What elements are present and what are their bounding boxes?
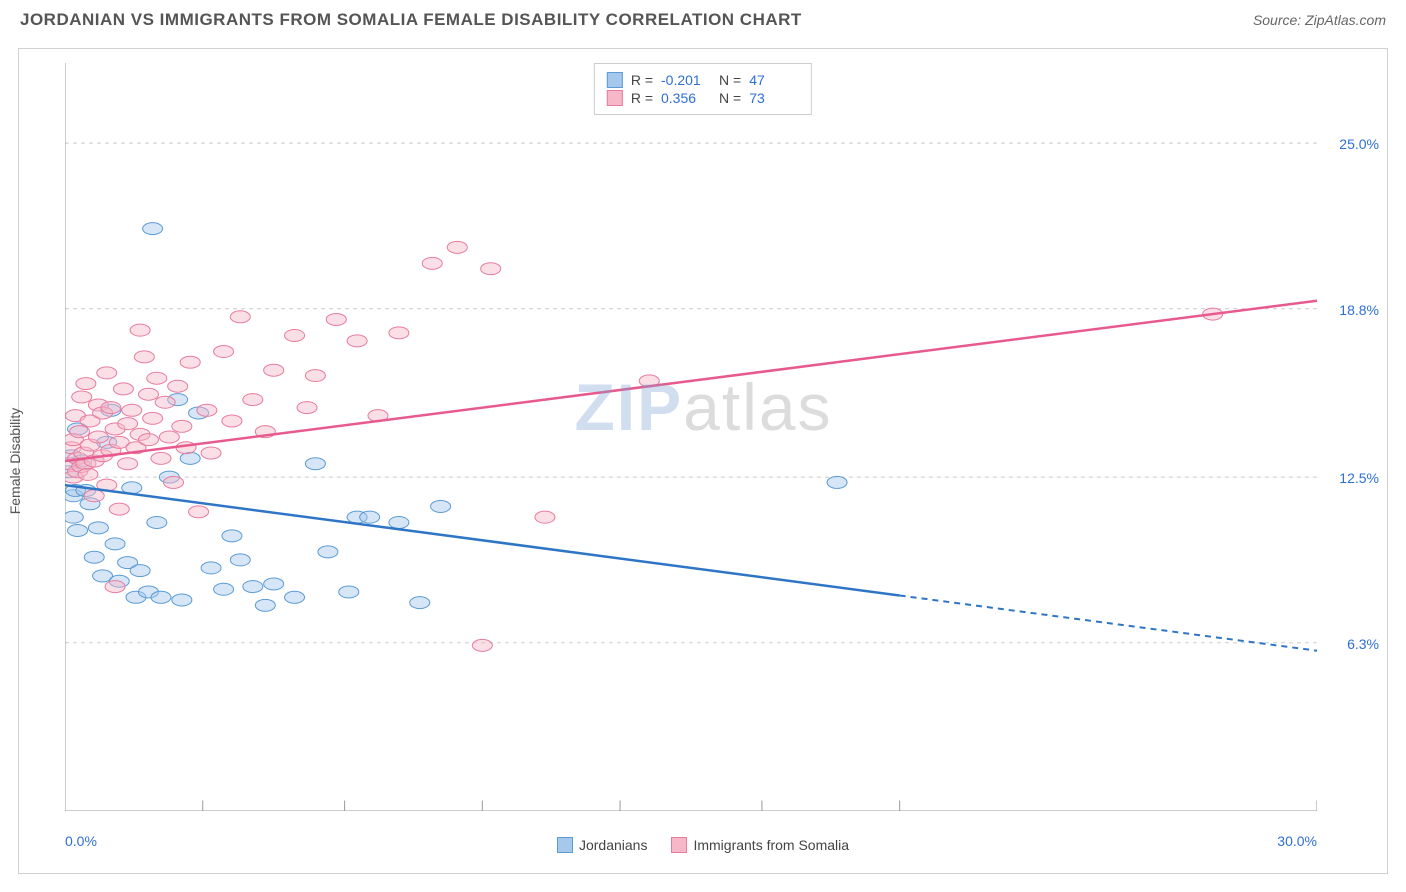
swatch-jordanians [607, 72, 623, 88]
n-value-jordanians: 47 [749, 72, 799, 88]
chart-source: Source: ZipAtlas.com [1253, 12, 1386, 28]
swatch-jordanians [557, 837, 573, 853]
chart-title: JORDANIAN VS IMMIGRANTS FROM SOMALIA FEM… [20, 10, 802, 30]
swatch-somalia [607, 90, 623, 106]
chart-container: Female Disability R = -0.201 N = 47 R = … [18, 48, 1388, 874]
y-tick-label: 18.8% [1339, 302, 1379, 318]
scatter-svg [65, 63, 1317, 811]
plot-area: ZIPatlas [65, 63, 1317, 811]
legend-label-somalia: Immigrants from Somalia [693, 837, 849, 853]
legend-item-jordanians: Jordanians [557, 837, 648, 853]
swatch-somalia [671, 837, 687, 853]
n-value-somalia: 73 [749, 90, 799, 106]
y-tick-label: 12.5% [1339, 470, 1379, 486]
y-axis-label: Female Disability [7, 408, 23, 515]
legend-row-somalia: R = 0.356 N = 73 [607, 90, 799, 106]
legend-row-jordanians: R = -0.201 N = 47 [607, 72, 799, 88]
r-value-somalia: 0.356 [661, 90, 711, 106]
r-value-jordanians: -0.201 [661, 72, 711, 88]
y-tick-label: 25.0% [1339, 136, 1379, 152]
y-tick-label: 6.3% [1347, 636, 1379, 652]
legend-label-jordanians: Jordanians [579, 837, 648, 853]
chart-header: JORDANIAN VS IMMIGRANTS FROM SOMALIA FEM… [0, 0, 1406, 42]
correlation-legend: R = -0.201 N = 47 R = 0.356 N = 73 [594, 63, 812, 115]
series-legend: Jordanians Immigrants from Somalia [19, 837, 1387, 853]
legend-item-somalia: Immigrants from Somalia [671, 837, 849, 853]
